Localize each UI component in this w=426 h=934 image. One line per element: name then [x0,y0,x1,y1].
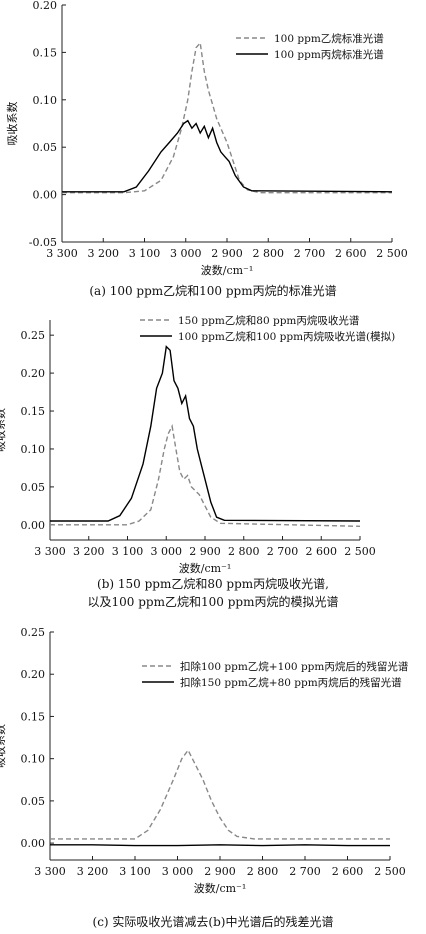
x-axis-label: 波数/cm⁻¹ [201,264,254,277]
x-tick-label: 2 500 [374,865,406,878]
x-tick-label: 3 300 [34,545,66,558]
y-tick-label: 0.00 [33,189,58,202]
x-tick-label: 2 700 [267,545,299,558]
y-tick-label: 0.10 [21,443,46,456]
x-tick-label: 2 700 [289,865,321,878]
x-tick-label: 2 700 [294,247,326,260]
y-tick-label: 0.15 [21,405,46,418]
x-tick-label: 2 600 [332,865,364,878]
x-tick-label: 2 500 [344,545,376,558]
panel-caption: (c) 实际吸收光谱减去(b)中光谱后的残差光谱 [93,914,334,929]
x-tick-label: 2 500 [376,247,408,260]
panel-caption: (b) 150 ppm乙烷和80 ppm丙烷吸收光谱, [97,577,329,591]
y-tick-label: -0.05 [29,236,57,249]
x-tick-label: 3 000 [170,247,202,260]
panel-caption: (a) 100 ppm乙烷和100 ppm丙烷的标准光谱 [89,283,336,298]
x-tick-label: 2 900 [204,865,236,878]
x-tick-label: 2 900 [189,545,221,558]
series-line-2 [50,345,361,522]
x-tick-label: 3 300 [46,247,78,260]
x-tick-label: 3 000 [151,545,183,558]
y-tick-label: 0.05 [21,795,46,808]
x-tick-label: 3 200 [77,865,109,878]
x-tick-label: 3 200 [73,545,105,558]
series-line-1 [62,41,392,194]
y-tick-label: 0.20 [33,0,58,12]
x-tick-label: 3 200 [88,247,120,260]
x-tick-label: 2 800 [247,865,279,878]
y-tick-label: 0.10 [33,94,58,107]
y-tick-label: 0.05 [21,481,46,494]
legend-label: 100 ppm乙烷标准光谱 [274,32,384,45]
x-tick-label: 2 600 [335,247,367,260]
x-tick-label: 3 000 [162,865,194,878]
legend-label: 100 ppm丙烷标准光谱 [274,48,384,61]
legend-label: 100 ppm乙烷和100 ppm丙烷吸收光谱(模拟) [178,330,395,343]
x-tick-label: 2 600 [306,545,338,558]
x-tick-label: 2 900 [211,247,243,260]
panel-c: 0.00 0.05 0.10 0.15 0.20 0.25 3 300 3 200 3 100 3… [0,626,409,929]
x-tick-label: 3 100 [112,545,144,558]
x-tick-label: 3 100 [129,247,161,260]
x-tick-label: 3 300 [34,865,66,878]
x-axis-label: 波数/cm⁻¹ [194,882,247,895]
y-axis-label: 吸收系数 [0,408,7,452]
y-tick-label: 0.25 [21,329,46,342]
y-tick-label: 0.15 [21,710,46,723]
series-line-2 [62,119,393,193]
y-tick-label: 0.20 [21,668,46,681]
y-tick-label: 0.10 [21,753,46,766]
y-axis-label: 吸收系数 [5,102,19,146]
series-line-1 [50,423,361,527]
y-tick-label: 0.05 [33,141,58,154]
y-axis-label: 吸收系数 [0,724,7,768]
legend-label: 扣除100 ppm乙烷+100 ppm丙烷后的残留光谱 [180,660,409,673]
y-tick-label: 0.00 [21,519,46,532]
y-tick-label: 0.20 [21,367,46,380]
y-tick-label: 0.15 [33,46,58,59]
x-axis-label: 波数/cm⁻¹ [179,562,232,575]
x-tick-label: 3 100 [119,865,151,878]
y-tick-label: 0.25 [21,626,46,639]
x-tick-label: 2 800 [228,545,260,558]
panel-a: -0.05 0.00 0.05 0.10 0.15 0.20 3 300 3 200 3 100… [5,0,408,298]
legend-label: 扣除150 ppm乙烷+80 ppm丙烷后的残留光谱 [180,676,402,689]
x-tick-label: 2 800 [253,247,285,260]
series-line-1 [50,748,390,840]
panel-caption: 以及100 ppm乙烷和100 ppm丙烷的模拟光谱 [88,594,339,609]
y-tick-label: 0.00 [21,837,46,850]
series-line-2 [50,844,390,847]
legend-label: 150 ppm乙烷和80 ppm丙烷吸收光谱 [178,314,360,327]
panel-b: 0.00 0.05 0.10 0.15 0.20 0.25 3 300 3 200 3 100 3… [0,314,395,609]
